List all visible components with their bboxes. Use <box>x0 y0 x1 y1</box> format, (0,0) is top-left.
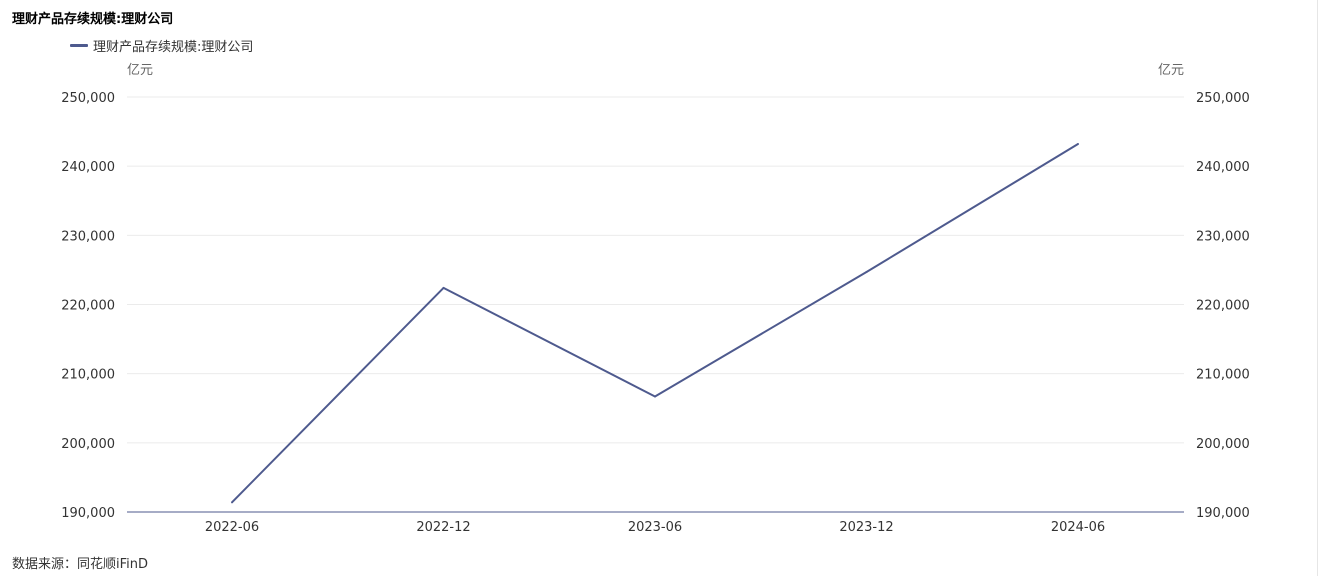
x-tick-label: 2022-12 <box>416 520 470 535</box>
y-axis-unit-left: 亿元 <box>127 63 153 78</box>
x-tick-label: 2022-06 <box>205 520 259 535</box>
y-tick-label-right: 210,000 <box>1196 368 1250 383</box>
y-tick-label-left: 200,000 <box>61 437 115 452</box>
y-tick-label-right: 200,000 <box>1196 437 1250 452</box>
series-line[interactable] <box>231 143 1079 504</box>
y-tick-label-left: 240,000 <box>61 160 115 175</box>
y-tick-label-left: 230,000 <box>61 229 115 244</box>
y-tick-label-right: 190,000 <box>1196 506 1250 521</box>
y-tick-label-left: 250,000 <box>61 91 115 106</box>
y-tick-label-right: 240,000 <box>1196 160 1250 175</box>
legend-line-swatch <box>70 43 88 47</box>
data-point[interactable] <box>865 270 868 273</box>
series-layer <box>231 143 1079 504</box>
y-tick-label-left: 210,000 <box>61 368 115 383</box>
y-tick-label-right: 220,000 <box>1196 299 1250 314</box>
x-tick-label: 2023-12 <box>839 520 893 535</box>
x-tick-label: 2024-06 <box>1051 520 1105 535</box>
panel-border <box>1317 0 1318 576</box>
grid-lines <box>127 96 1184 444</box>
x-tick-label: 2023-06 <box>628 520 682 535</box>
data-point[interactable] <box>1077 143 1079 146</box>
data-point[interactable] <box>442 286 445 289</box>
y-tick-label-left: 190,000 <box>61 506 115 521</box>
chart-legend[interactable]: 理财产品存续规模:理财公司 <box>70 36 254 55</box>
y-tick-label-left: 220,000 <box>61 299 115 314</box>
data-point[interactable] <box>231 501 233 504</box>
chart-title: 理财产品存续规模:理财公司 <box>12 12 174 27</box>
y-tick-label-right: 250,000 <box>1196 91 1250 106</box>
data-source-note: 数据来源：同花顺iFinD <box>12 557 149 572</box>
data-point[interactable] <box>654 395 656 398</box>
tick-labels: 190,000 190,000 200,000 200,000 210,000 210,0… <box>61 91 1250 535</box>
legend-label: 理财产品存续规模:理财公司 <box>93 39 254 55</box>
y-tick-label-right: 230,000 <box>1196 229 1250 244</box>
y-axis-unit-right: 亿元 <box>1158 63 1184 78</box>
